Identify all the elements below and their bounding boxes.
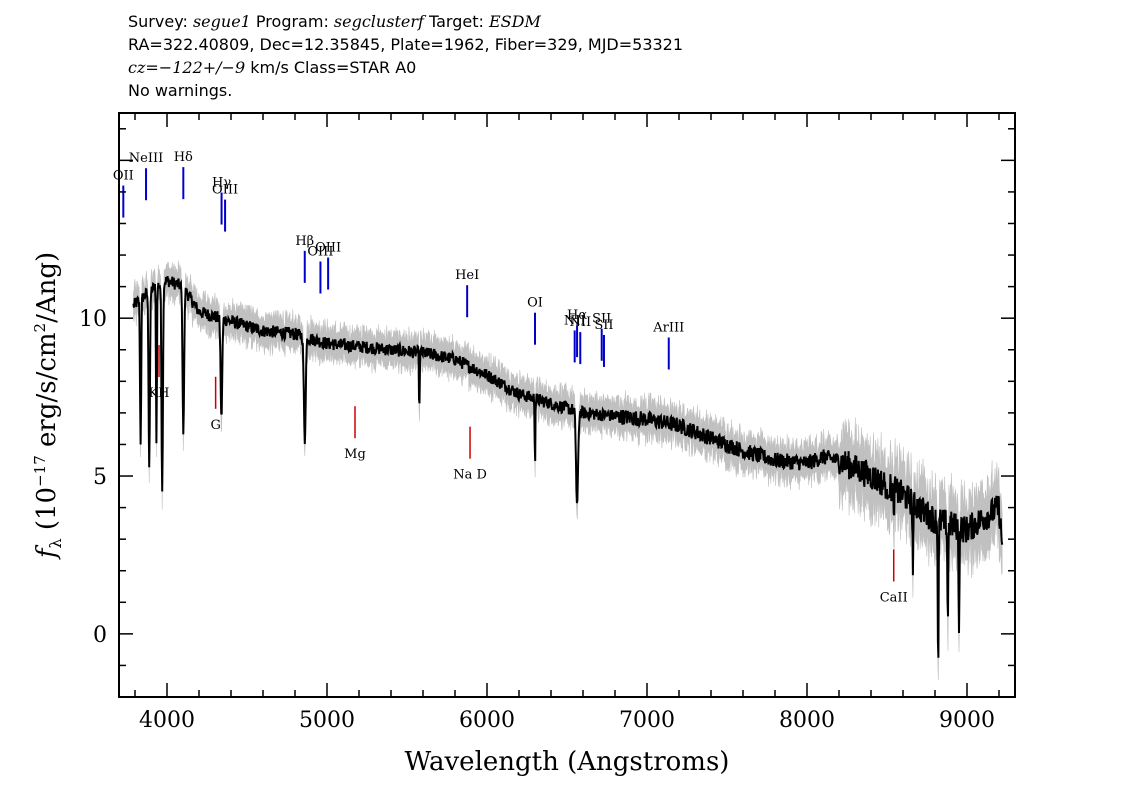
emission-line-label: HeI [455,268,479,283]
emission-line-label: SII [592,312,611,327]
emission-line-label: OIII [307,245,333,260]
emission-line-label: SII [594,318,613,333]
flux-series [132,275,1004,658]
target-value: ESDM [488,12,541,31]
program-label: Program: [250,12,334,31]
target-label: Target: [423,12,489,31]
emission-line-label: Hδ [174,150,193,165]
absorption-line-label: KH [148,386,169,401]
emission-line-label: Hβ [295,234,314,249]
spectrum-header: Survey: segue1 Program: segclusterf Targ… [128,10,683,102]
y-tick-label: 0 [93,623,107,648]
header-line-coordinates: RA=322.40809, Dec=12.35845, Plate=1962, … [128,35,684,54]
survey-label: Survey: [128,12,193,31]
class-value: km/s Class=STAR A0 [245,58,417,77]
program-value: segclusterf [333,12,424,31]
x-tick-label: 8000 [779,708,835,733]
header-line-warnings: No warnings. [128,81,233,100]
emission-line-label: OII [113,169,134,184]
y-tick-label: 10 [79,307,107,332]
x-axis-title: Wavelength (Angstroms) [405,747,730,777]
emission-line-label: NII [564,313,586,328]
y-axis-title: fλ (10−17 erg/s/cm2/Ang) [31,252,65,560]
x-tick-label: 5000 [299,708,355,733]
x-tick-label: 6000 [459,708,515,733]
error-band [133,260,1003,681]
absorption-line-label: Na D [453,468,487,483]
x-tick-label: 7000 [619,708,675,733]
header-line-redshift: cz=−122+/−9 km/s Class=STAR A0 [128,56,683,79]
emission-line-label: Hα [567,308,587,323]
y-tick-label: 5 [93,465,107,490]
emission-line-label: OI [527,296,543,311]
cz-value: cz=−122+/−9 [128,58,246,77]
emission-line-label: NeIII [129,151,163,166]
absorption-line-label: CaII [880,590,908,605]
x-tick-label: 9000 [939,708,995,733]
emission-line-label: OIII [315,241,341,256]
plot-frame [118,112,1016,698]
emission-line-label: ArIII [652,320,684,335]
x-tick-label: 4000 [139,708,195,733]
header-line-survey: Survey: segue1 Program: segclusterf Targ… [128,10,683,33]
emission-line-label: NII [569,315,591,330]
emission-line-label: Hγ [212,176,231,191]
absorption-line-label: G [210,418,220,433]
emission-line-label: OIII [212,183,238,198]
survey-value: segue1 [192,12,251,31]
absorption-line-label: Mg [344,447,366,462]
